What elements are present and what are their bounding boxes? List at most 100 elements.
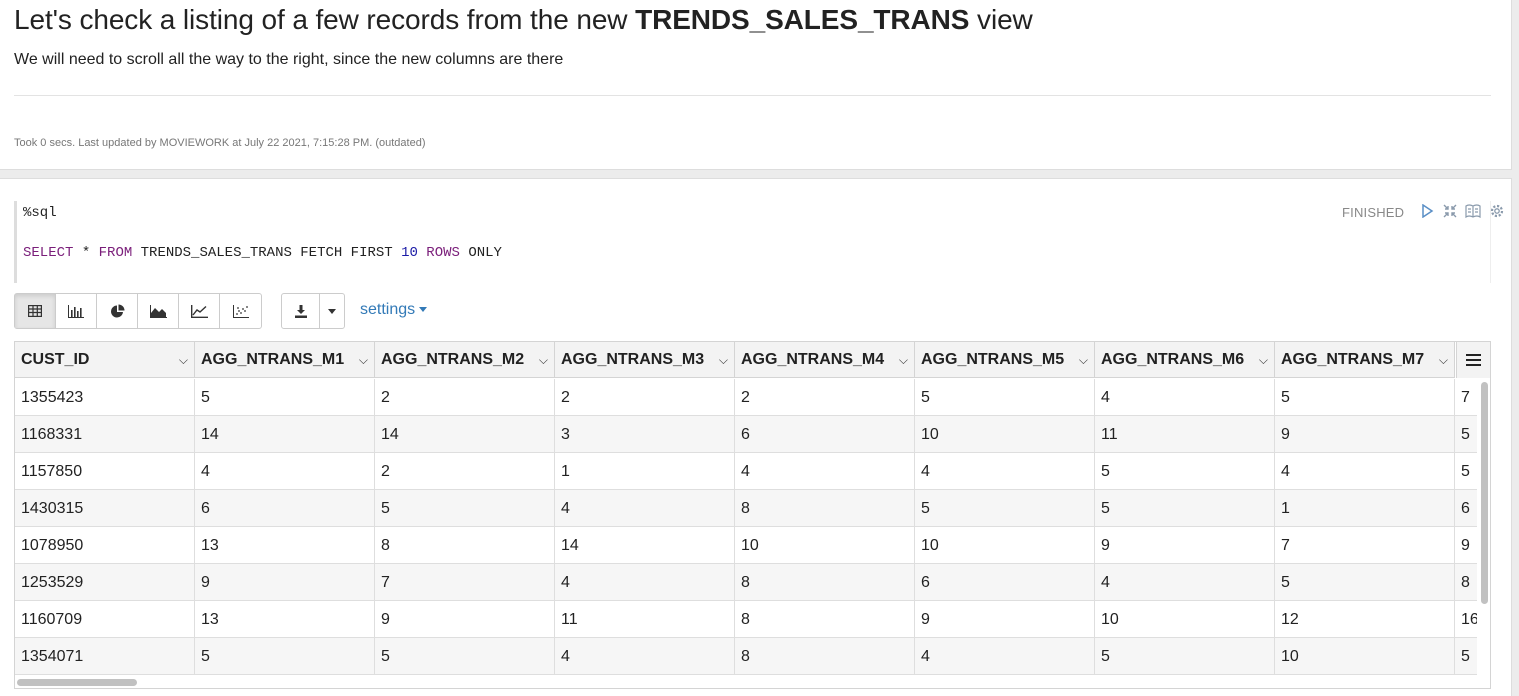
table-cell: 9 (1461, 537, 1470, 554)
table-icon[interactable] (15, 294, 56, 328)
column-header[interactable]: AGG_NTRANS_M1 ⌵ (195, 342, 375, 378)
paragraph-status: FINISHED (1342, 205, 1405, 220)
sql-keyword: FROM (98, 245, 133, 261)
cust-id-cell: 1160709 (15, 601, 195, 637)
column-title: AGG_NTRANS_M5 (921, 351, 1065, 368)
vertical-scrollbar[interactable] (1481, 382, 1488, 604)
collapse-icon[interactable] (1442, 203, 1458, 219)
table-cell: 4 (555, 638, 735, 674)
run-icon[interactable] (1419, 203, 1435, 219)
table-cell: 11 (555, 601, 735, 637)
table-cell: 5 (1095, 453, 1275, 489)
table-cell: 1 (1275, 490, 1455, 526)
sql-text: * (73, 245, 99, 261)
table-cell: 13 (195, 527, 375, 563)
table-cell: 12 (1275, 601, 1455, 637)
column-header[interactable]: AGG_NTRANS_M2 ⌵ (375, 342, 555, 378)
editor-line-1: %sql (23, 205, 57, 221)
caret-down-icon (419, 307, 428, 313)
table-cell: 5 (195, 379, 375, 415)
table-cell: 10 (915, 416, 1095, 452)
sql-paragraph: %sql SELECT * FROM TRENDS_SALES_TRANS FE… (0, 178, 1512, 696)
cust-id-cell: 1078950 (15, 527, 195, 563)
table-cell: 6 (195, 490, 375, 526)
table-cell: 5 (375, 638, 555, 674)
markdown-paragraph: Let's check a listing of a few records f… (0, 0, 1512, 170)
bar-chart-icon[interactable] (56, 294, 97, 328)
table-row: 1168331 14 14 3 6 10 11 9 5 (15, 416, 1477, 453)
table-cell: 8 (735, 490, 915, 526)
line-chart-icon[interactable] (179, 294, 220, 328)
column-header[interactable]: AGG_NTRANS_M5 ⌵ (915, 342, 1095, 378)
paragraph-subtext: We will need to scroll all the way to th… (14, 51, 564, 68)
table-cell: 9 (195, 564, 375, 600)
table-cell: 9 (375, 601, 555, 637)
divider (14, 95, 1491, 96)
table-row: 11607091391189101216 (15, 601, 1477, 638)
table-cell: 14 (375, 416, 555, 452)
sort-chevron-icon[interactable]: ⌵ (1438, 353, 1448, 367)
code-editor[interactable]: %sql SELECT * FROM TRENDS_SALES_TRANS FE… (14, 201, 1491, 283)
table-cell: 4 (555, 490, 735, 526)
table-cell: 10 (1275, 638, 1455, 674)
table-cell: 4 (555, 564, 735, 600)
table-cell: 5 (1461, 426, 1470, 443)
settings-toggle[interactable]: settings (360, 301, 428, 319)
table-cell: 8 (735, 638, 915, 674)
table-cell: 8 (735, 564, 915, 600)
sql-number: 10 (401, 245, 418, 261)
table-cell: 11 (1095, 416, 1275, 452)
table-cell: 14 (555, 527, 735, 563)
table-cell: 6 (915, 564, 1095, 600)
table-cell: 16 (1461, 611, 1477, 628)
column-header[interactable]: AGG_NTRANS_M6 ⌵ (1095, 342, 1275, 378)
sort-chevron-icon[interactable]: ⌵ (898, 353, 908, 367)
column-title: AGG_NTRANS_M7 (1281, 351, 1425, 368)
table-cell: 7 (1275, 527, 1455, 563)
gear-icon[interactable] (1489, 203, 1505, 219)
table-cell: 4 (735, 453, 915, 489)
settings-label: settings (360, 301, 416, 318)
editor-line-2: SELECT * FROM TRENDS_SALES_TRANS FETCH F… (23, 245, 502, 261)
table-cell: 5 (1461, 648, 1470, 665)
grid-menu-icon[interactable] (1456, 342, 1490, 378)
column-title: CUST_ID (21, 351, 90, 368)
column-header[interactable]: AGG_NTRANS_M4 ⌵ (735, 342, 915, 378)
table-cell: 4 (915, 638, 1095, 674)
scatter-chart-icon[interactable] (220, 294, 261, 328)
area-chart-icon[interactable] (138, 294, 179, 328)
table-cell: 5 (1461, 463, 1470, 480)
column-title: AGG_NTRANS_M1 (201, 351, 345, 368)
table-cell: 8 (1461, 574, 1470, 591)
table-cell: 10 (1095, 601, 1275, 637)
chevron-down-icon[interactable] (320, 294, 344, 328)
table-cell: 5 (1095, 638, 1275, 674)
sort-chevron-icon[interactable]: ⌵ (358, 353, 368, 367)
table-cell: 5 (915, 490, 1095, 526)
horizontal-scrollbar[interactable] (17, 679, 137, 686)
sort-chevron-icon[interactable]: ⌵ (538, 353, 548, 367)
pie-chart-icon[interactable] (97, 294, 138, 328)
column-title: AGG_NTRANS_M3 (561, 351, 705, 368)
sql-keyword: SELECT (23, 245, 74, 261)
column-header[interactable]: AGG_NTRANS_M3 ⌵ (555, 342, 735, 378)
table-cell: 5 (375, 490, 555, 526)
table-cell: 10 (735, 527, 915, 563)
sql-keyword: ROWS (417, 245, 460, 261)
table-row: 1157850 4 2 1 4 4 5 4 5 (15, 453, 1477, 490)
results-grid[interactable]: CUST_ID ⌵ AGG_NTRANS_M1 ⌵ AGG_NTRANS_M2 ⌵ A… (14, 341, 1491, 689)
column-header[interactable]: AGG_NTRANS_M7 ⌵ (1275, 342, 1455, 378)
column-header[interactable]: CUST_ID ⌵ (15, 342, 195, 378)
download-icon[interactable] (282, 294, 320, 328)
sort-chevron-icon[interactable]: ⌵ (178, 353, 188, 367)
column-title: AGG_NTRANS_M6 (1101, 351, 1245, 368)
sql-text: TRENDS_SALES_TRANS FETCH FIRST (132, 245, 402, 261)
table-cell: 3 (555, 416, 735, 452)
book-icon[interactable] (1465, 203, 1481, 219)
sort-chevron-icon[interactable]: ⌵ (718, 353, 728, 367)
table-cell: 4 (1095, 379, 1275, 415)
sort-chevron-icon[interactable]: ⌵ (1078, 353, 1088, 367)
sort-chevron-icon[interactable]: ⌵ (1258, 353, 1268, 367)
paragraph-meta: Took 0 secs. Last updated by MOVIEWORK a… (14, 137, 426, 149)
heading-view-name: TRENDS_SALES_TRANS (635, 4, 970, 35)
